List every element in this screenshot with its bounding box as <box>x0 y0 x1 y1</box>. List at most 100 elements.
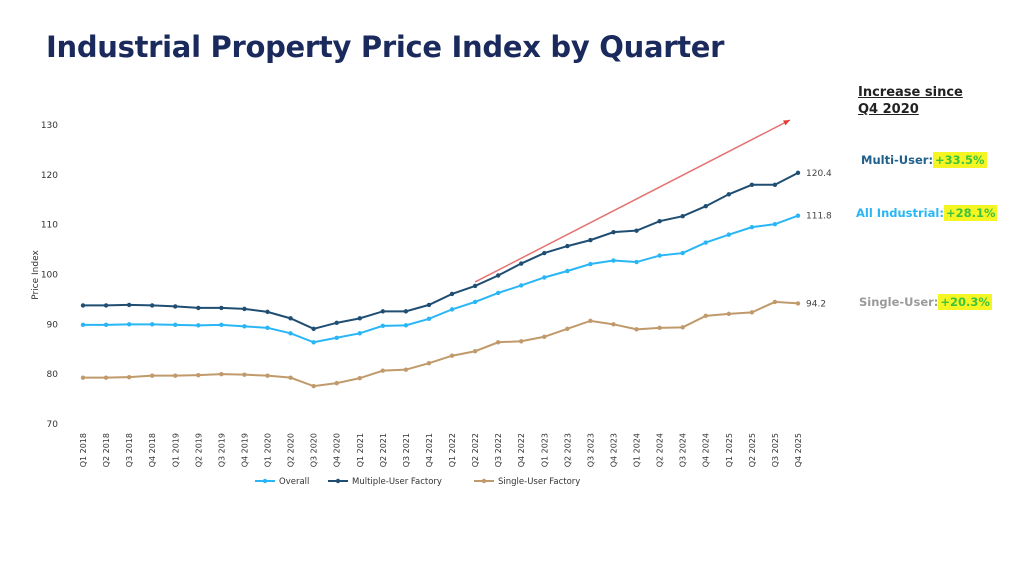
legend-label: Single-User Factory <box>498 477 580 487</box>
data-point <box>126 302 132 308</box>
data-point <box>634 228 639 233</box>
y-tick-label: 110 <box>41 221 58 231</box>
x-tick-label: Q1 2020 <box>264 433 273 467</box>
y-tick-label: 70 <box>47 420 59 430</box>
data-point <box>611 322 616 327</box>
data-point <box>403 309 409 314</box>
data-point <box>173 322 178 328</box>
x-tick-label: Q4 2022 <box>517 433 526 467</box>
data-point <box>749 310 755 315</box>
x-tick-label: Q2 2021 <box>379 433 388 467</box>
y-tick-label: 90 <box>47 320 59 330</box>
note-value: +33.5% <box>933 152 987 168</box>
x-tick-label: Q2 2022 <box>471 433 480 467</box>
note-label: Multi-User: <box>861 153 934 167</box>
x-tick-label: Q2 2025 <box>748 433 757 467</box>
data-point <box>265 309 270 315</box>
x-tick-label: Q3 2022 <box>494 433 503 467</box>
data-point <box>403 323 409 328</box>
series-line-single-user-factory <box>83 300 799 388</box>
data-point <box>565 326 570 332</box>
data-point <box>288 316 293 321</box>
data-point <box>657 325 662 331</box>
note-label: Single-User: <box>859 295 939 309</box>
data-point <box>772 221 778 227</box>
data-point <box>403 367 409 372</box>
x-tick-label: Q3 2020 <box>310 433 319 467</box>
x-tick-label: Q1 2021 <box>356 433 365 467</box>
data-point <box>103 322 109 328</box>
data-point <box>472 349 478 354</box>
data-point <box>149 303 155 308</box>
legend-label: Overall <box>279 477 309 487</box>
x-tick-label: Q3 2025 <box>771 433 780 467</box>
data-point <box>380 309 386 314</box>
x-tick-label: Q1 2018 <box>79 433 88 467</box>
data-point <box>149 322 155 327</box>
data-point <box>726 311 732 317</box>
data-point <box>495 340 501 345</box>
x-tick-label: Q3 2024 <box>679 433 688 467</box>
data-point <box>196 323 201 328</box>
y-tick-label: 80 <box>47 370 59 380</box>
data-point <box>519 339 524 344</box>
data-point <box>749 182 755 187</box>
legend-marker <box>262 478 268 484</box>
data-point <box>196 305 201 311</box>
legend-label: Multiple-User Factory <box>352 477 442 487</box>
data-point <box>219 305 224 311</box>
data-point <box>703 313 708 319</box>
data-point <box>357 316 362 321</box>
data-point <box>380 323 386 329</box>
data-point <box>588 237 593 243</box>
note-value: +28.1% <box>943 205 998 221</box>
x-tick-label: Q1 2024 <box>633 433 642 467</box>
data-point <box>334 320 339 326</box>
data-point <box>657 253 662 258</box>
data-point <box>795 170 801 176</box>
data-point <box>680 250 685 256</box>
x-tick-label: Q3 2019 <box>217 433 226 467</box>
legend-marker <box>335 478 341 484</box>
x-tick-label: Q2 2019 <box>194 433 203 467</box>
data-point <box>772 299 778 305</box>
x-tick-label: Q1 2019 <box>171 433 180 467</box>
data-point <box>726 192 732 197</box>
data-point <box>449 291 455 297</box>
x-tick-label: Q2 2023 <box>563 433 572 467</box>
data-point <box>703 204 708 209</box>
data-point <box>80 322 86 328</box>
data-point <box>519 261 524 266</box>
x-tick-label: Q4 2020 <box>333 433 342 467</box>
x-tick-label: Q4 2023 <box>609 433 618 467</box>
data-point <box>173 373 178 378</box>
increase-heading-line2: Q4 2020 <box>858 102 919 117</box>
y-tick-label: 100 <box>41 271 58 281</box>
data-point <box>703 240 708 245</box>
increase-panel: Increase since Q4 2020 <box>858 84 963 118</box>
y-tick-label: 130 <box>41 121 58 131</box>
x-tick-label: Q4 2018 <box>148 433 157 467</box>
data-point <box>472 283 478 289</box>
data-point <box>173 304 178 309</box>
data-point <box>680 213 685 219</box>
data-point <box>380 368 386 373</box>
data-point <box>542 275 547 280</box>
x-tick-label: Q4 2021 <box>425 433 434 467</box>
data-point <box>103 303 109 308</box>
x-tick-label: Q1 2023 <box>540 433 549 467</box>
data-point <box>680 325 685 330</box>
data-point <box>565 243 570 249</box>
data-point <box>196 372 201 378</box>
x-tick-label: Q2 2020 <box>287 433 296 467</box>
data-point <box>265 325 270 331</box>
data-point <box>80 375 86 380</box>
data-point <box>749 224 755 230</box>
data-point <box>426 302 432 308</box>
data-point <box>288 375 293 380</box>
x-tick-label: Q1 2022 <box>448 433 457 467</box>
note-label: All Industrial: <box>856 206 944 220</box>
x-tick-label: Q4 2024 <box>702 433 711 467</box>
data-point <box>242 372 247 377</box>
data-point <box>495 290 501 296</box>
